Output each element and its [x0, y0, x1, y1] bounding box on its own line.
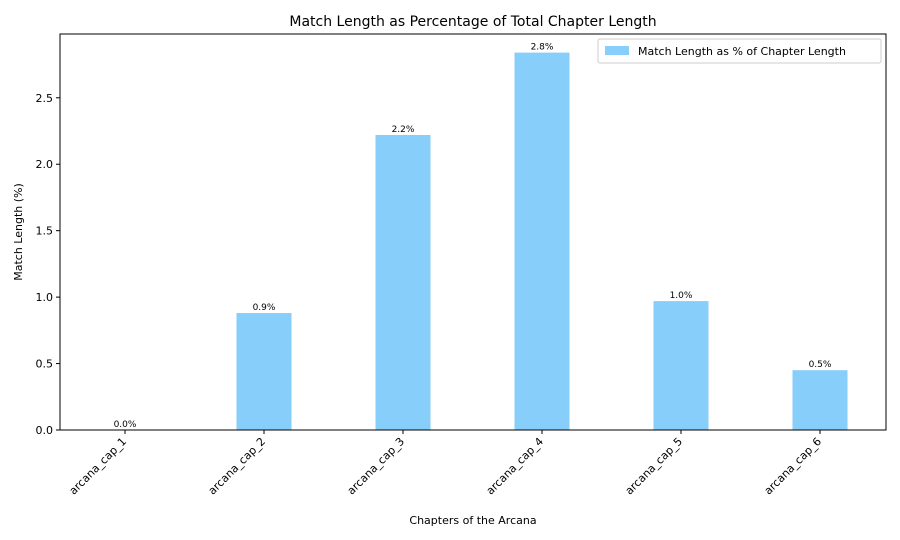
x-tick-label: arcana_cap_4 [484, 435, 546, 497]
data-label-arcana_cap_4: 2.8% [531, 43, 554, 53]
y-tick-label: 1.5 [36, 225, 54, 238]
legend-box [597, 38, 882, 64]
bar-arcana_cap_5 [653, 301, 709, 430]
chart-title: Match Length as Percentage of Total Chap… [289, 14, 656, 30]
y-tick-label: 1.0 [36, 291, 54, 304]
x-tick-label: arcana_cap_6 [762, 435, 824, 497]
x-tick-label: arcana_cap_1 [67, 435, 129, 497]
legend-label: Match Length as % of Chapter Length [638, 45, 846, 58]
y-tick-label: 0.5 [36, 358, 54, 371]
bars-group [236, 52, 848, 430]
data-labels-group: 0.0% 0.9% 2.2% 2.8% 1.0% 0.5% [114, 43, 832, 430]
x-tick-label: arcana_cap_3 [345, 435, 407, 497]
y-axis: 0.0 0.5 1.0 1.5 2.0 2.5 [36, 92, 60, 437]
y-tick-label: 0.0 [36, 424, 54, 437]
y-tick-label: 2.5 [36, 92, 54, 105]
x-tick-label: arcana_cap_5 [623, 435, 685, 497]
bar-arcana_cap_4 [514, 52, 570, 430]
x-tick-label: arcana_cap_2 [206, 435, 268, 497]
bar-arcana_cap_6 [792, 370, 848, 430]
x-axis: arcana_cap_1 arcana_cap_2 arcana_cap_3 arca… [67, 430, 824, 497]
y-tick-label: 2.0 [36, 158, 54, 171]
data-label-arcana_cap_2: 0.9% [253, 303, 276, 313]
y-axis-label: Match Length (%) [12, 183, 25, 281]
data-label-arcana_cap_1: 0.0% [114, 420, 137, 430]
plot-frame [59, 33, 887, 431]
data-label-arcana_cap_3: 2.2% [392, 125, 415, 135]
data-label-arcana_cap_6: 0.5% [809, 360, 832, 370]
bar-arcana_cap_2 [236, 313, 292, 430]
legend: Match Length as % of Chapter Length [597, 38, 882, 64]
bar-arcana_cap_3 [375, 134, 431, 430]
data-label-arcana_cap_5: 1.0% [670, 291, 693, 301]
x-axis-label: Chapters of the Arcana [409, 514, 536, 527]
legend-swatch [605, 46, 629, 55]
